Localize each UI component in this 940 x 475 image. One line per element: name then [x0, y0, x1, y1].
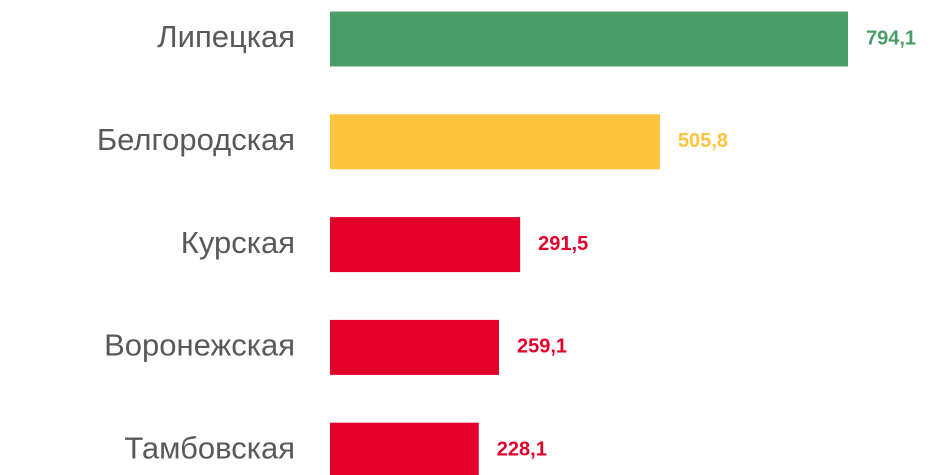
bar — [330, 11, 848, 67]
category-label: Воронежская — [104, 328, 295, 363]
category-label: Тамбовская — [124, 430, 295, 465]
value-label: 291,5 — [538, 233, 588, 255]
bar — [330, 114, 660, 170]
category-label: Белгородская — [97, 122, 295, 157]
value-label: 259,1 — [517, 336, 567, 358]
bar — [330, 319, 500, 375]
bar — [330, 217, 521, 273]
value-label: 794,1 — [866, 27, 916, 49]
value-label: 228,1 — [497, 438, 547, 460]
value-label: 505,8 — [678, 130, 728, 152]
category-label: Курская — [181, 225, 295, 260]
category-label: Липецкая — [157, 19, 295, 54]
bar — [330, 422, 479, 475]
